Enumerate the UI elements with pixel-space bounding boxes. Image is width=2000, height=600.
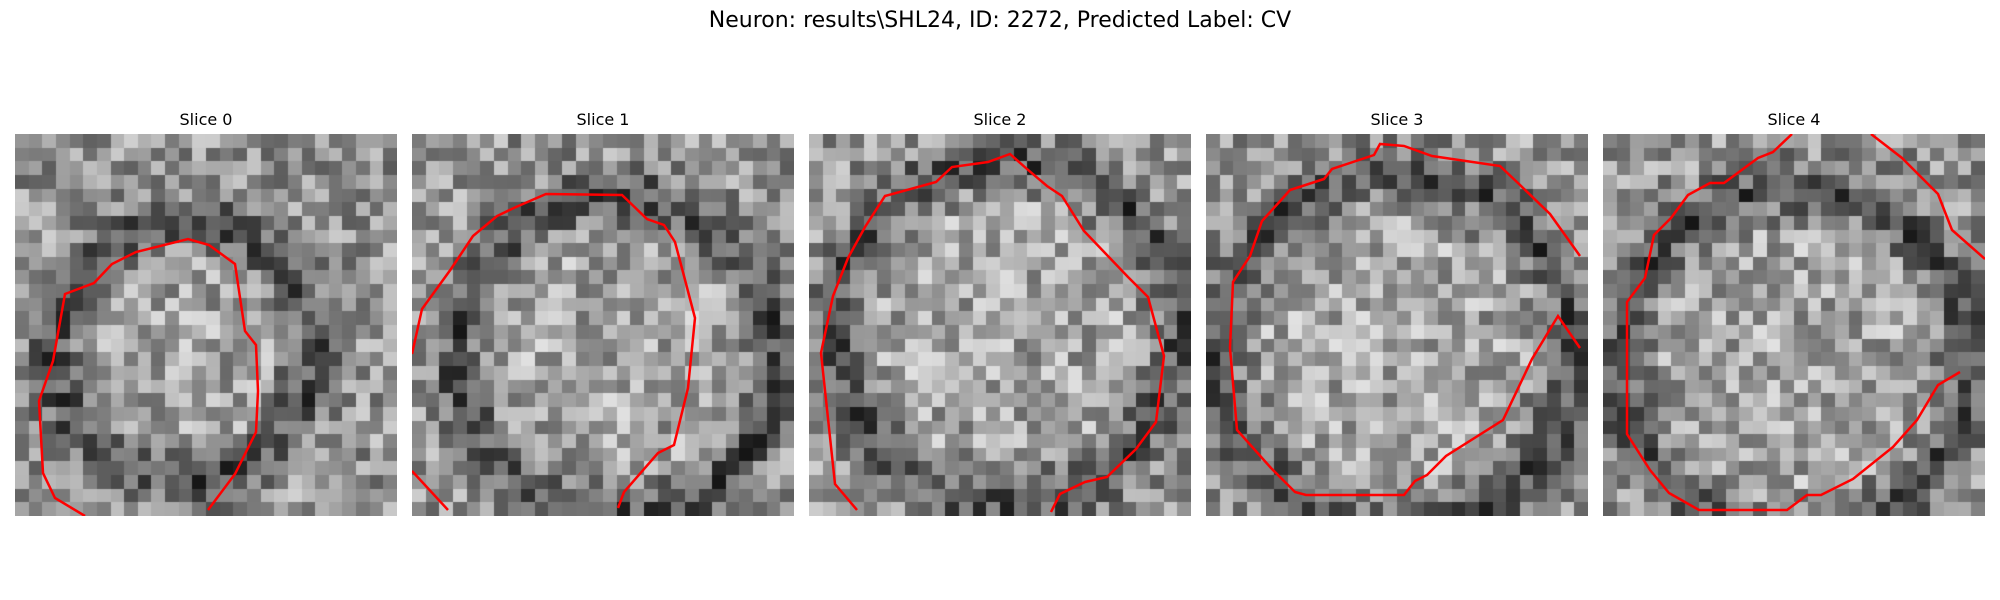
slice-panel-0: Slice 0 — [15, 110, 397, 516]
grayscale-patch-0 — [15, 134, 397, 516]
slice-title-2: Slice 2 — [973, 110, 1027, 129]
slice-title-4: Slice 4 — [1767, 110, 1821, 129]
slice-title-0: Slice 0 — [179, 110, 233, 129]
slice-image-2 — [809, 134, 1191, 516]
contour-line-1b — [412, 470, 449, 511]
grayscale-patch-2 — [809, 134, 1191, 516]
contour-line-1 — [412, 192, 697, 509]
slice-image-0 — [15, 134, 397, 516]
contour-line-0 — [37, 237, 260, 516]
contour-line-3 — [1228, 142, 1582, 497]
grayscale-patch-4 — [1603, 134, 1985, 516]
slice-panel-2: Slice 2 — [809, 110, 1191, 516]
slice-image-3 — [1206, 134, 1588, 516]
slice-title-3: Slice 3 — [1370, 110, 1424, 129]
slice-panel-3: Slice 3 — [1206, 110, 1588, 516]
contour-line-4 — [1625, 134, 1961, 512]
slice-panel-4: Slice 4 — [1603, 110, 1985, 516]
slice-title-1: Slice 1 — [576, 110, 630, 129]
contour-line-2 — [819, 152, 1166, 513]
slice-image-4 — [1603, 134, 1985, 516]
grayscale-patch-1 — [412, 134, 794, 516]
contour-line-4b — [1870, 134, 1985, 260]
slice-panel-1: Slice 1 — [412, 110, 794, 516]
slice-image-1 — [412, 134, 794, 516]
grayscale-patch-3 — [1206, 134, 1588, 516]
figure-title: Neuron: results\SHL24, ID: 2272, Predict… — [708, 8, 1292, 33]
